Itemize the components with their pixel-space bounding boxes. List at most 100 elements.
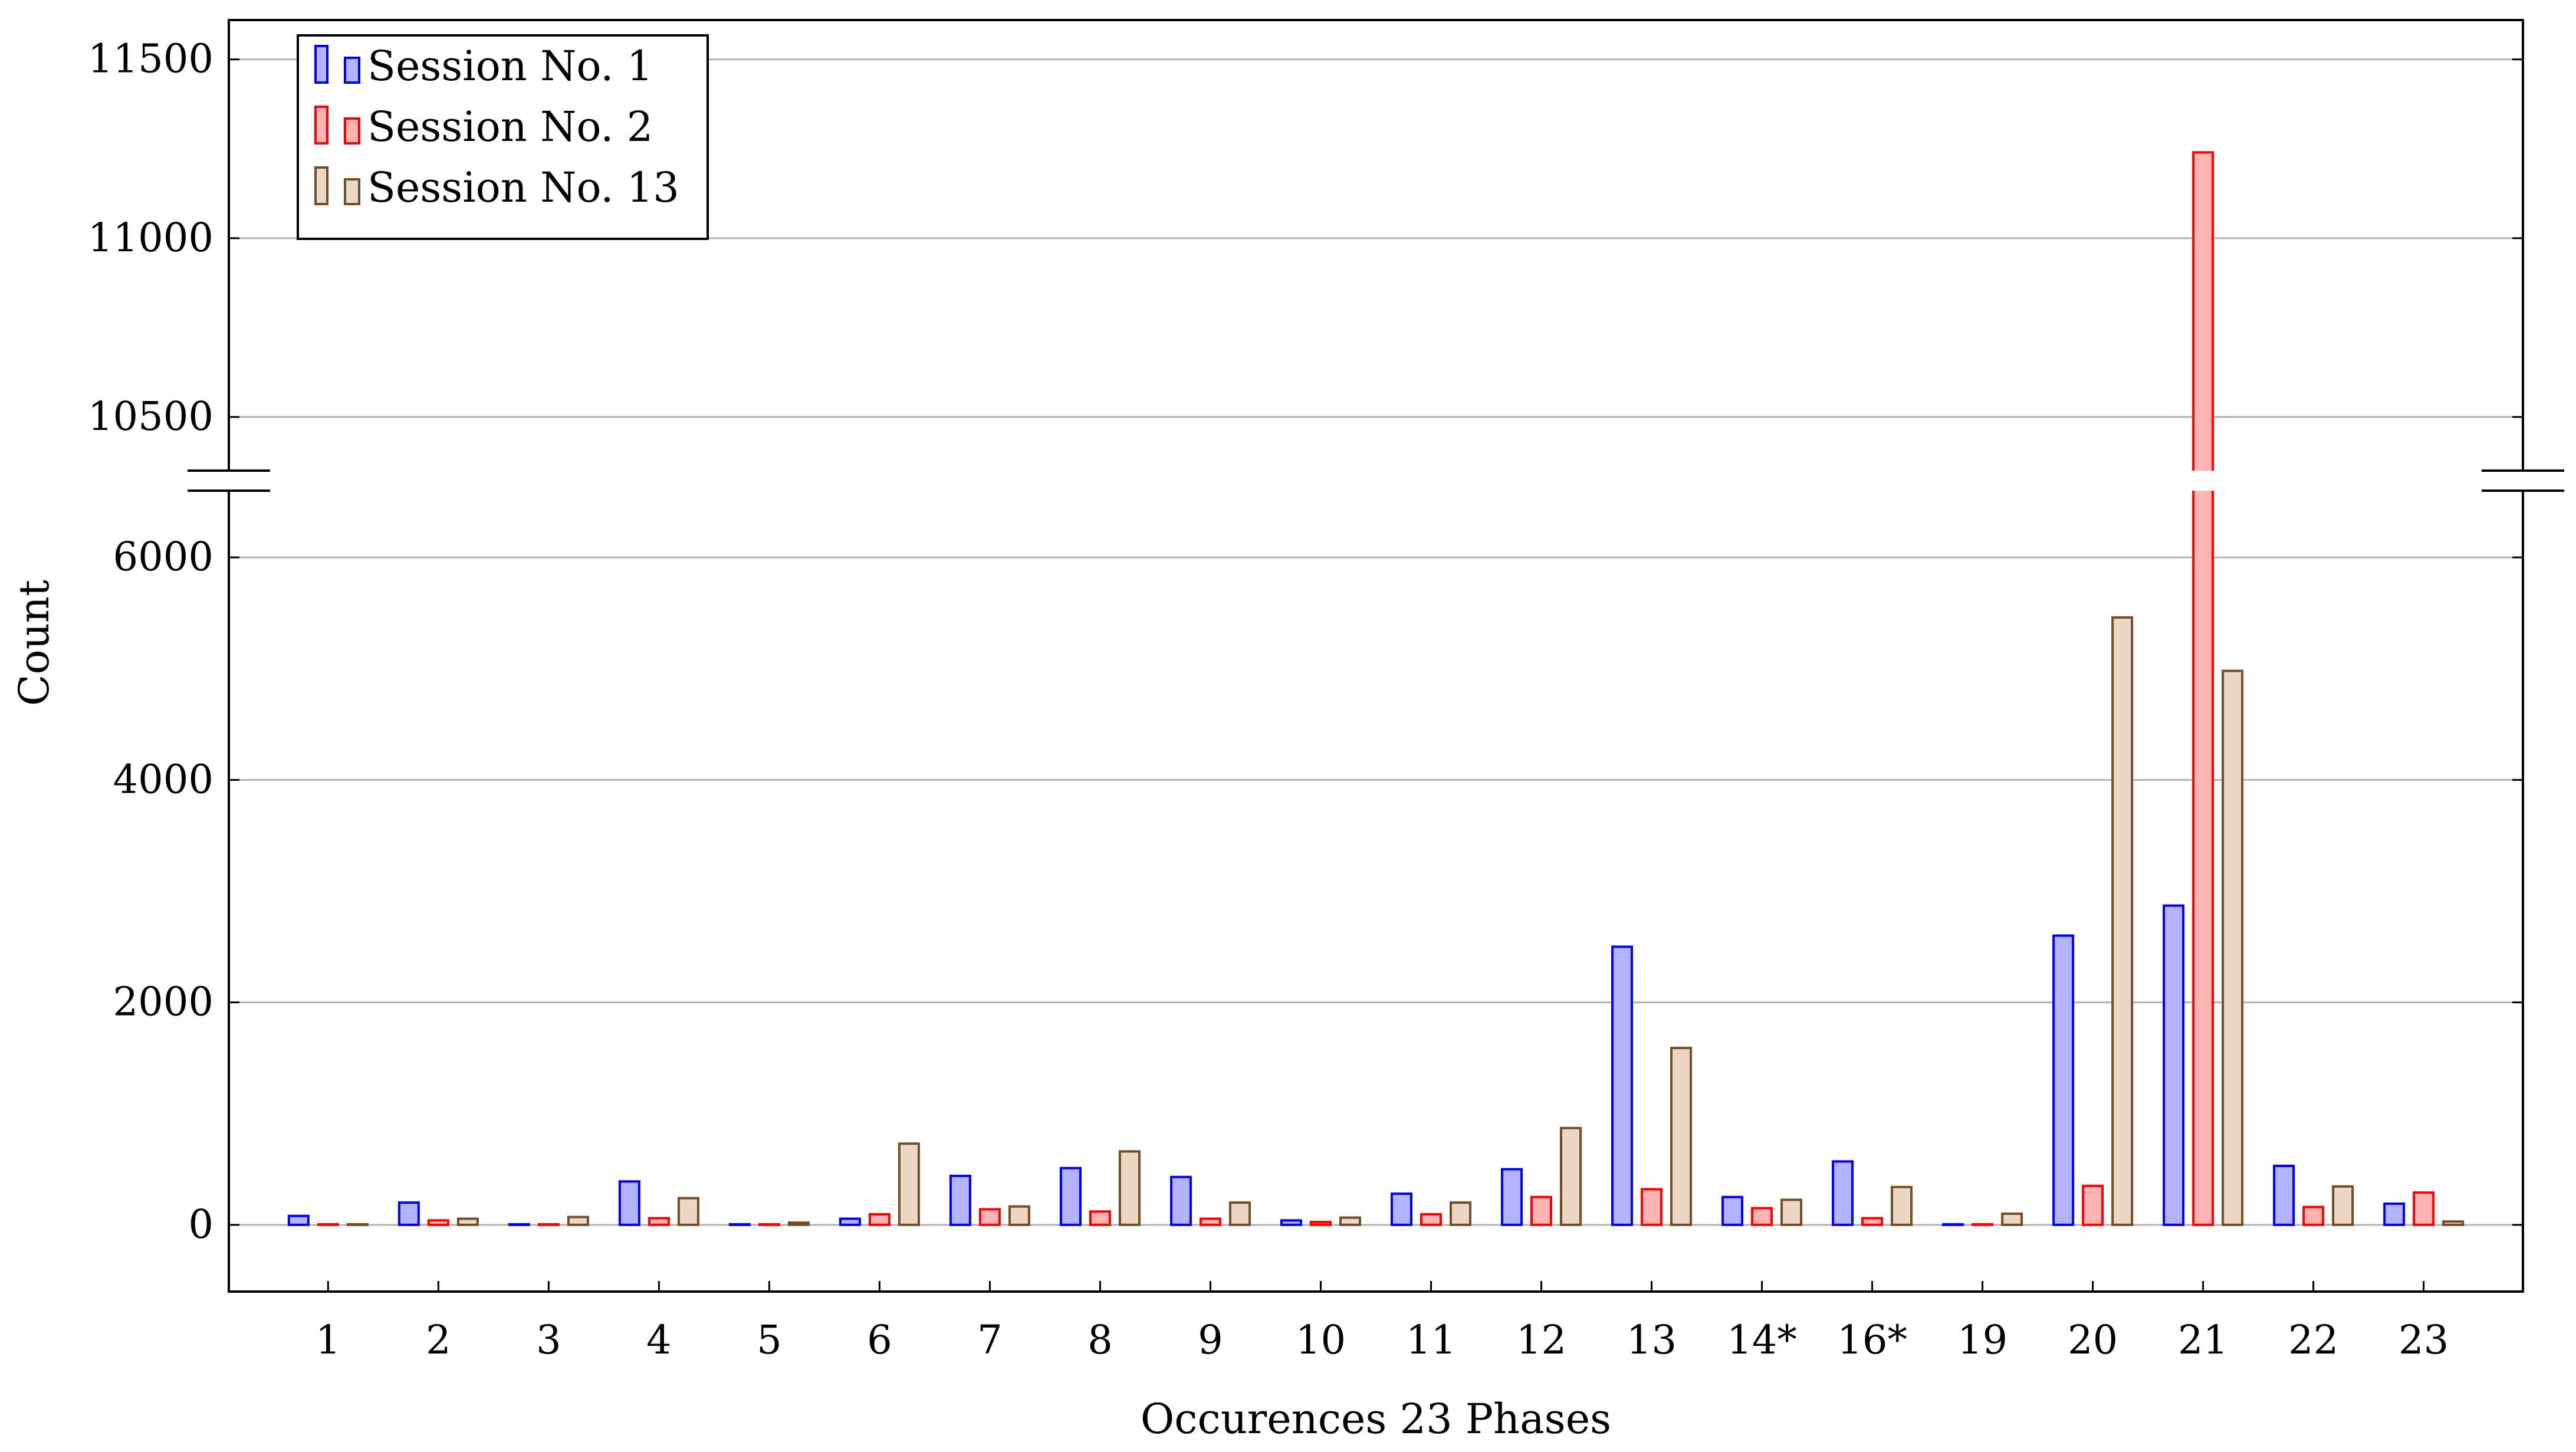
x-axis-title: Occurences 23 Phases [1141, 1395, 1611, 1443]
bar-2-10 [1309, 1221, 1332, 1226]
bar-1-12 [1501, 1168, 1523, 1226]
bar-3-2 [456, 1217, 479, 1226]
bar-2-16star [1861, 1217, 1884, 1226]
bar-2-11 [1420, 1213, 1443, 1226]
bar-3-20 [2111, 616, 2134, 1226]
bar-2-2 [427, 1219, 449, 1226]
bar-3-3 [567, 1216, 589, 1226]
bar-1-6 [839, 1217, 861, 1226]
x-tick-label: 14* [1727, 1317, 1797, 1363]
legend-swatch [314, 106, 328, 144]
y-tick-label: 10500 [88, 393, 213, 439]
bar-3-9 [1228, 1201, 1251, 1226]
y-tick-label: 2000 [113, 979, 213, 1025]
bar-3-22 [2332, 1185, 2354, 1226]
bar-2-4 [648, 1217, 670, 1226]
y-tick-label: 11500 [88, 36, 213, 82]
bar-1-16star [1832, 1160, 1854, 1226]
legend-box [297, 34, 709, 240]
bar-1-21 [2163, 904, 2185, 1226]
bar-1-3 [508, 1223, 530, 1226]
bar-3-8 [1118, 1150, 1141, 1226]
bar-3-7 [1008, 1205, 1030, 1226]
y-axis-title: Count [10, 580, 58, 706]
bar-1-10 [1280, 1219, 1302, 1226]
x-tick-label: 1 [316, 1317, 341, 1363]
bar-3-14star [1780, 1198, 1803, 1226]
bar-3-6 [898, 1142, 920, 1226]
legend-swatch [344, 178, 360, 205]
bar-3-21 [2222, 669, 2244, 1226]
x-tick-label: 5 [757, 1317, 782, 1363]
legend-label: Session No. 13 [367, 163, 679, 212]
legend-swatch [314, 45, 328, 84]
bar-3-5 [787, 1221, 810, 1226]
bar-1-4 [618, 1180, 640, 1226]
bar-1-14star [1721, 1195, 1744, 1226]
legend-swatch [344, 57, 360, 84]
y-tick-label: 6000 [113, 534, 213, 580]
bar-3-13 [1670, 1046, 1693, 1226]
bar-2-12 [1530, 1195, 1553, 1226]
x-tick-label: 19 [1957, 1317, 2007, 1363]
x-tick-label: 20 [2068, 1317, 2118, 1363]
bar-2-9 [1199, 1217, 1221, 1226]
x-tick-label: 8 [1087, 1317, 1113, 1363]
bar-3-19 [2001, 1212, 2023, 1226]
bar-3-16star [1891, 1185, 1913, 1226]
bar-1-9 [1169, 1175, 1192, 1226]
x-tick-label: 7 [977, 1317, 1003, 1363]
bar-2-3 [537, 1223, 560, 1226]
bar-1-7 [949, 1174, 971, 1226]
bar-1-20 [2052, 934, 2075, 1226]
x-tick-label: 4 [646, 1317, 672, 1363]
legend-label: Session No. 1 [367, 42, 653, 90]
bars [287, 151, 2465, 1226]
x-tick-label: 13 [1627, 1317, 1677, 1363]
bar-2-22 [2302, 1205, 2325, 1226]
bar-3-23 [2442, 1220, 2465, 1226]
bar-1-22 [2273, 1164, 2295, 1226]
bar-1-19 [1942, 1223, 1964, 1226]
x-tick-label: 6 [867, 1317, 892, 1363]
bar-3-12 [1560, 1126, 1582, 1226]
legend-label: Session No. 2 [367, 103, 653, 151]
bar-2-14star [1751, 1207, 1773, 1226]
bar-3-4 [677, 1197, 699, 1226]
lower-frame [228, 491, 2524, 1293]
x-tick-label: 23 [2398, 1317, 2449, 1363]
bar-1-1 [287, 1214, 310, 1226]
bar-1-8 [1059, 1167, 1082, 1226]
bar-1-11 [1391, 1193, 1413, 1226]
bar-2-1 [317, 1223, 339, 1226]
x-tick-label: 11 [1406, 1317, 1456, 1363]
x-tick-label: 21 [2178, 1317, 2228, 1363]
bar-2-7 [978, 1208, 1001, 1226]
y-tick-label: 11000 [88, 215, 213, 261]
bar-2-21 [2192, 151, 2214, 1226]
bar-2-20 [2082, 1184, 2104, 1226]
bar-2-6 [868, 1213, 891, 1226]
legend-swatch [344, 117, 360, 144]
x-tick-label: 16* [1837, 1317, 1907, 1363]
x-tick-label: 10 [1296, 1317, 1346, 1363]
y-tick-label: 4000 [113, 756, 213, 802]
x-tick-label: 3 [536, 1317, 561, 1363]
bar-3-1 [346, 1223, 369, 1226]
bar-2-5 [758, 1223, 780, 1226]
bar-2-19 [1972, 1223, 1994, 1226]
x-tick-label: 2 [426, 1317, 451, 1363]
bar-2-13 [1641, 1188, 1663, 1226]
axis-break-gap [223, 471, 2529, 491]
x-tick-label: 22 [2288, 1317, 2338, 1363]
bar-1-23 [2383, 1202, 2406, 1226]
legend: Session No. 1 Session No. 2 Session No. 13 [297, 34, 709, 240]
x-tick-label: 12 [1516, 1317, 1566, 1363]
y-tick-label: 0 [188, 1201, 213, 1247]
bar-2-23 [2413, 1191, 2435, 1226]
plot-frame [188, 19, 2564, 1293]
bar-3-10 [1339, 1216, 1361, 1226]
x-tick-label: 9 [1198, 1317, 1223, 1363]
